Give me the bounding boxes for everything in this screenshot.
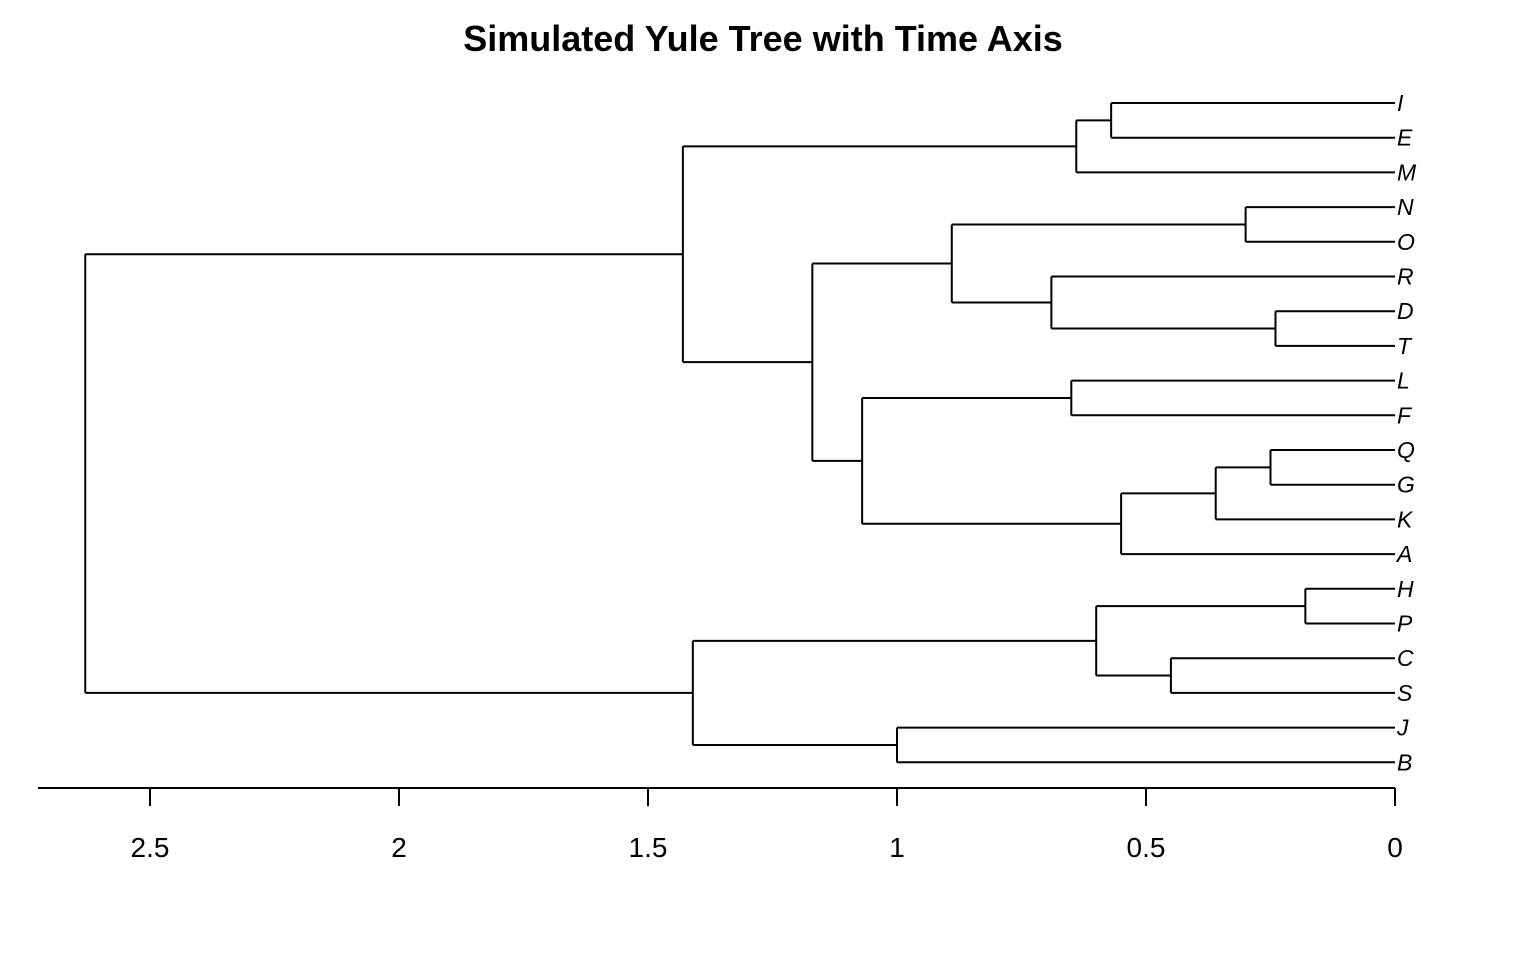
tree-edges bbox=[84, 102, 1395, 764]
axis-tick-label: 1.5 bbox=[629, 832, 668, 863]
axis-tick-label: 0 bbox=[1387, 832, 1403, 863]
axis-tick-label: 2 bbox=[391, 832, 407, 863]
tip-label-F: F bbox=[1397, 402, 1413, 428]
tip-label-B: B bbox=[1397, 749, 1412, 775]
tip-label-A: A bbox=[1395, 541, 1412, 567]
tip-label-J: J bbox=[1396, 715, 1409, 741]
tip-label-R: R bbox=[1397, 264, 1414, 290]
tip-label-E: E bbox=[1397, 125, 1413, 151]
tip-label-D: D bbox=[1397, 298, 1414, 324]
tip-label-G: G bbox=[1397, 472, 1415, 498]
tip-label-O: O bbox=[1397, 229, 1415, 255]
axis-tick-label: 0.5 bbox=[1127, 832, 1166, 863]
time-axis: 2.5 2 1.5 1 0.5 0 bbox=[38, 787, 1403, 863]
tip-label-S: S bbox=[1397, 680, 1413, 706]
tip-label-Q: Q bbox=[1397, 437, 1415, 463]
tip-label-M: M bbox=[1397, 159, 1417, 185]
axis-tick-label: 1 bbox=[889, 832, 905, 863]
chart-title: Simulated Yule Tree with Time Axis bbox=[463, 18, 1063, 59]
tip-label-K: K bbox=[1397, 506, 1414, 532]
tip-label-I: I bbox=[1397, 90, 1404, 116]
tip-label-T: T bbox=[1397, 333, 1413, 359]
tip-label-N: N bbox=[1397, 194, 1414, 220]
tip-label-L: L bbox=[1397, 368, 1410, 394]
tip-label-C: C bbox=[1397, 645, 1414, 671]
tip-label-H: H bbox=[1397, 576, 1414, 602]
axis-tick-label: 2.5 bbox=[131, 832, 170, 863]
tip-label-P: P bbox=[1397, 611, 1413, 637]
